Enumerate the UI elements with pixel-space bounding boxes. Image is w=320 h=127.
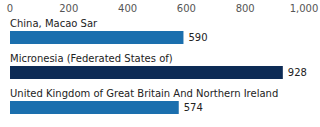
svg-text:600: 600 xyxy=(177,3,196,14)
svg-text:928: 928 xyxy=(288,67,307,78)
svg-text:1,000: 1,000 xyxy=(290,3,312,14)
svg-text:United Kingdom of Great Britai: United Kingdom of Great Britain And Nort… xyxy=(10,88,278,99)
svg-text:590: 590 xyxy=(188,32,207,43)
svg-text:0: 0 xyxy=(8,3,13,14)
svg-text:Micronesia (Federated States o: Micronesia (Federated States of) xyxy=(10,53,173,64)
svg-text:400: 400 xyxy=(118,3,137,14)
svg-text:574: 574 xyxy=(184,102,203,113)
svg-text:China, Macao Sar: China, Macao Sar xyxy=(10,18,98,29)
svg-text:800: 800 xyxy=(236,3,255,14)
svg-text:200: 200 xyxy=(59,3,78,14)
